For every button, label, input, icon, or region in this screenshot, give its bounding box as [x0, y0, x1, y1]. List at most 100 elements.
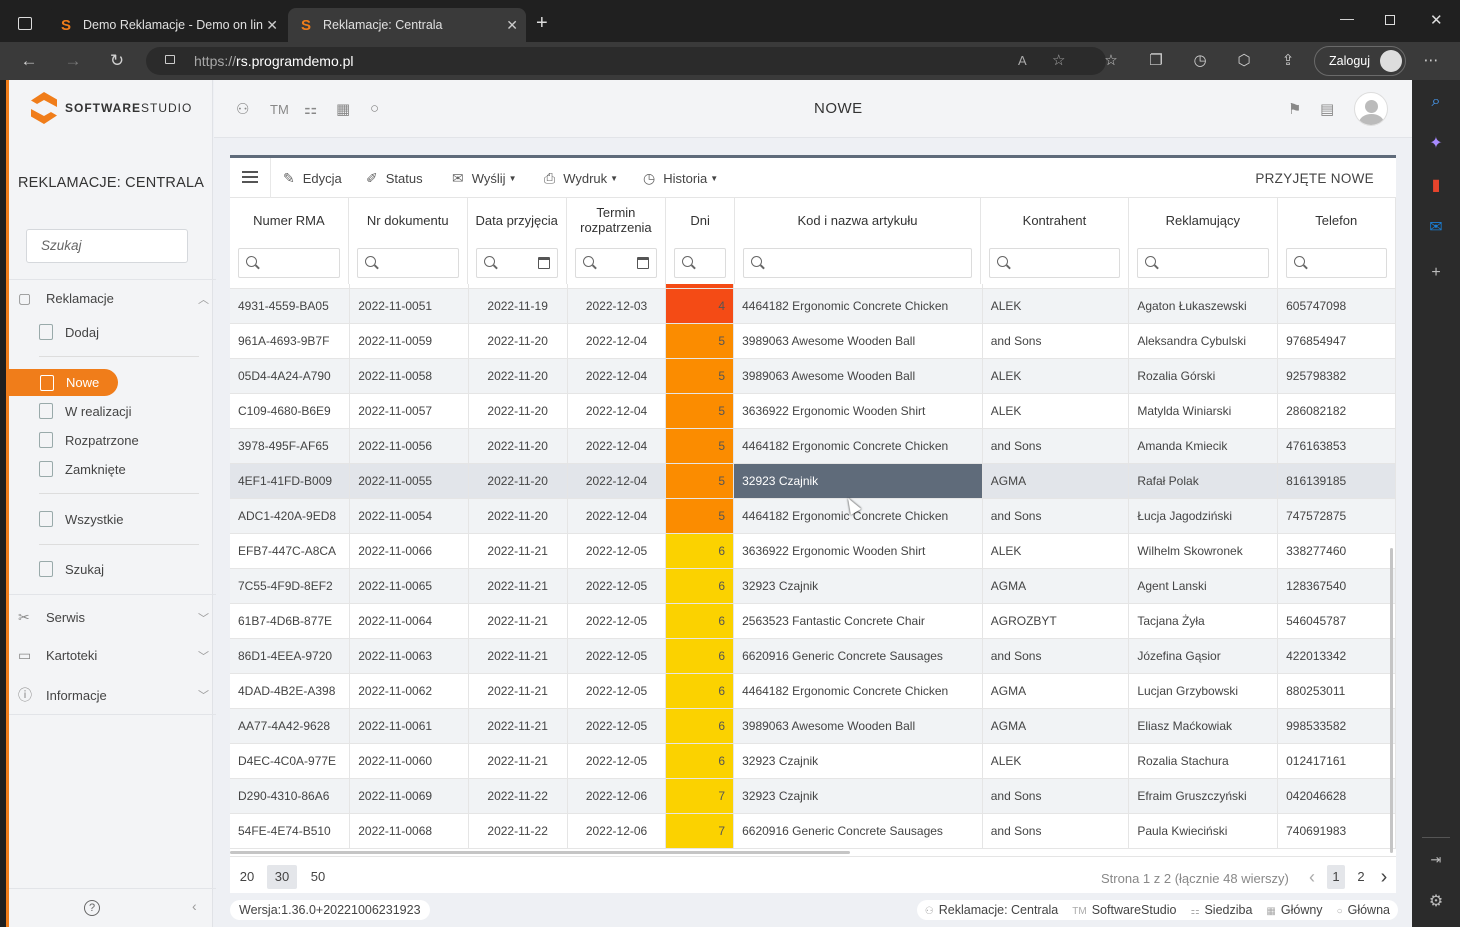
back-icon[interactable]: ← [20, 51, 38, 70]
column-filter-input[interactable] [238, 247, 340, 278]
office-icon[interactable]: ▮ [1431, 177, 1441, 194]
table-row[interactable]: AA77-4A42-9628 2022-11-0061 2022-11-21 2022… [230, 708, 1396, 744]
table-cell[interactable]: ALEK [982, 743, 1130, 779]
column-filter-input[interactable] [574, 247, 658, 278]
table-row[interactable]: 86D1-4EEA-9720 2022-11-0063 2022-11-21 2022… [230, 638, 1396, 674]
collapse-sidebar-icon[interactable]: ‹ [192, 898, 197, 914]
table-cell[interactable]: 2022-11-20 [468, 428, 568, 464]
search-input[interactable]: Szukaj [26, 229, 188, 263]
table-cell[interactable]: Rafał Polak [1128, 463, 1279, 499]
table-row[interactable] [230, 284, 1396, 289]
page-size-30[interactable]: 30 [267, 865, 297, 889]
table-cell[interactable]: 32923 Czajnik [733, 743, 983, 779]
table-cell[interactable]: and Sons [982, 778, 1130, 814]
minimize-icon[interactable]: — [1340, 10, 1354, 26]
building-icon[interactable]: ▦ [336, 101, 351, 118]
table-cell[interactable]: 2022-11-0056 [349, 428, 469, 464]
table-cell[interactable]: 4464182 Ergonomic Concrete Chicken [733, 428, 983, 464]
table-cell[interactable]: 2022-12-05 [567, 603, 667, 639]
table-cell[interactable]: 05D4-4A24-A790 [230, 358, 351, 394]
table-cell[interactable]: 3636922 Ergonomic Wooden Shirt [733, 393, 983, 429]
table-cell[interactable]: 4931-4559-BA05 [230, 288, 351, 324]
browser-tab-demo[interactable]: S Demo Reklamacje - Demo on lin ✕ [48, 8, 286, 42]
table-cell[interactable]: 338277460 [1277, 533, 1396, 569]
table-cell[interactable]: Efraim Gruszczyński [1128, 778, 1279, 814]
table-cell[interactable]: 5 [665, 393, 735, 429]
nav-item-wszystkie[interactable]: Wszystkie [39, 511, 124, 527]
table-cell[interactable]: 7 [665, 778, 735, 814]
table-cell[interactable]: 747572875 [1277, 498, 1396, 534]
table-cell[interactable]: C109-4680-B6E9 [230, 393, 351, 429]
table-cell[interactable]: 476163853 [1277, 428, 1396, 464]
table-cell[interactable]: 6 [665, 743, 735, 779]
page-size-50[interactable]: 50 [310, 869, 326, 884]
table-cell[interactable]: 5 [665, 358, 735, 394]
table-cell[interactable]: Agaton Łukaszewski [1128, 288, 1279, 324]
table-cell[interactable]: 7C55-4F9D-8EF2 [230, 568, 351, 604]
table-cell[interactable]: 2022-11-20 [468, 323, 568, 359]
table-cell[interactable]: 2022-11-0068 [349, 813, 469, 849]
column-header[interactable]: Kod i nazwa artykułu [734, 198, 981, 242]
table-cell[interactable]: 2022-11-0065 [349, 568, 469, 604]
table-cell[interactable]: 2022-12-05 [567, 568, 667, 604]
context-warehouse[interactable]: ▦ Główny [1266, 900, 1322, 920]
table-cell[interactable]: 32923 Czajnik [733, 778, 983, 814]
nav-item-szukaj[interactable]: Szukaj [39, 561, 104, 577]
page-2[interactable]: 2 [1357, 869, 1365, 884]
search-icon[interactable]: ⌕ [1431, 93, 1441, 110]
flag-icon[interactable]: ⚑ [1288, 101, 1302, 118]
edit-button[interactable]: ✎ Edycja [283, 170, 342, 187]
table-cell[interactable]: 2022-11-21 [468, 533, 568, 569]
column-filter-input[interactable] [475, 247, 558, 278]
table-cell[interactable]: and Sons [982, 638, 1130, 674]
table-cell[interactable]: 6 [665, 708, 735, 744]
table-cell[interactable]: 6620916 Generic Concrete Sausages [733, 638, 983, 674]
column-header[interactable]: Reklamujący [1128, 198, 1278, 242]
table-cell[interactable]: AGMA [982, 673, 1130, 709]
table-cell[interactable]: 5 [665, 428, 735, 464]
column-header[interactable]: Nr dokumentu [348, 198, 468, 242]
page-size-20[interactable]: 20 [239, 869, 255, 884]
outlook-icon[interactable]: ✉ [1429, 219, 1443, 236]
table-row[interactable]: 7C55-4F9D-8EF2 2022-11-0065 2022-11-21 2022… [230, 568, 1396, 604]
table-cell[interactable]: D290-4310-86A6 [230, 778, 351, 814]
table-cell[interactable]: 2022-11-0063 [349, 638, 469, 674]
context-module[interactable]: ⚇ Reklamacje: Centrala [925, 900, 1058, 920]
table-cell[interactable]: 2022-12-05 [567, 533, 667, 569]
table-row[interactable]: D290-4310-86A6 2022-11-0069 2022-11-22 2022… [230, 778, 1396, 814]
table-cell[interactable]: 2022-11-20 [468, 498, 568, 534]
id-card-icon[interactable]: ▤ [1320, 101, 1335, 118]
table-cell[interactable]: 2022-11-0057 [349, 393, 469, 429]
table-cell[interactable]: and Sons [982, 428, 1130, 464]
table-cell[interactable]: 925798382 [1277, 358, 1396, 394]
table-cell[interactable]: and Sons [982, 323, 1130, 359]
calendar-icon[interactable] [637, 256, 650, 269]
nav-group-reklamacje[interactable]: ▢ Reklamacje ︿ [18, 290, 209, 307]
table-cell[interactable]: 042046628 [1277, 778, 1396, 814]
table-cell[interactable]: 5 [665, 323, 735, 359]
table-cell[interactable]: Eliasz Maćkowiak [1128, 708, 1279, 744]
table-cell[interactable]: 6620916 Generic Concrete Sausages [733, 813, 983, 849]
table-cell[interactable]: 2022-12-04 [567, 428, 667, 464]
table-row[interactable]: ADC1-420A-9ED8 2022-11-0054 2022-11-20 2022… [230, 498, 1396, 534]
table-cell[interactable]: 976854947 [1277, 323, 1396, 359]
nav-item-zamkniete[interactable]: Zamknięte [39, 461, 126, 477]
table-cell[interactable]: 422013342 [1277, 638, 1396, 674]
table-cell[interactable]: Rozalia Stachura [1128, 743, 1279, 779]
table-cell[interactable]: 86D1-4EEA-9720 [230, 638, 351, 674]
table-cell[interactable]: 740691983 [1277, 813, 1396, 849]
table-cell[interactable]: 2022-12-04 [567, 393, 667, 429]
table-cell[interactable]: 6 [665, 638, 735, 674]
table-row[interactable]: 3978-495F-AF65 2022-11-0056 2022-11-20 2022… [230, 428, 1396, 464]
favorites-icon[interactable]: ☆ [1104, 52, 1118, 69]
table-cell[interactable]: 2022-11-0062 [349, 673, 469, 709]
close-tab-icon[interactable]: ✕ [506, 17, 518, 33]
table-cell[interactable]: 2022-11-22 [468, 813, 568, 849]
column-header[interactable]: Kontrahent [980, 198, 1130, 242]
context-other[interactable]: ○ Główna [1337, 900, 1390, 920]
table-cell[interactable]: 4DAD-4B2E-A398 [230, 673, 351, 709]
table-cell[interactable]: 61B7-4D6B-877E [230, 603, 351, 639]
refresh-icon[interactable]: ↻ [109, 51, 125, 70]
sidebar-toggle-icon[interactable]: ⇥ [1430, 852, 1442, 867]
extensions-icon[interactable]: ⬡ [1237, 52, 1251, 69]
